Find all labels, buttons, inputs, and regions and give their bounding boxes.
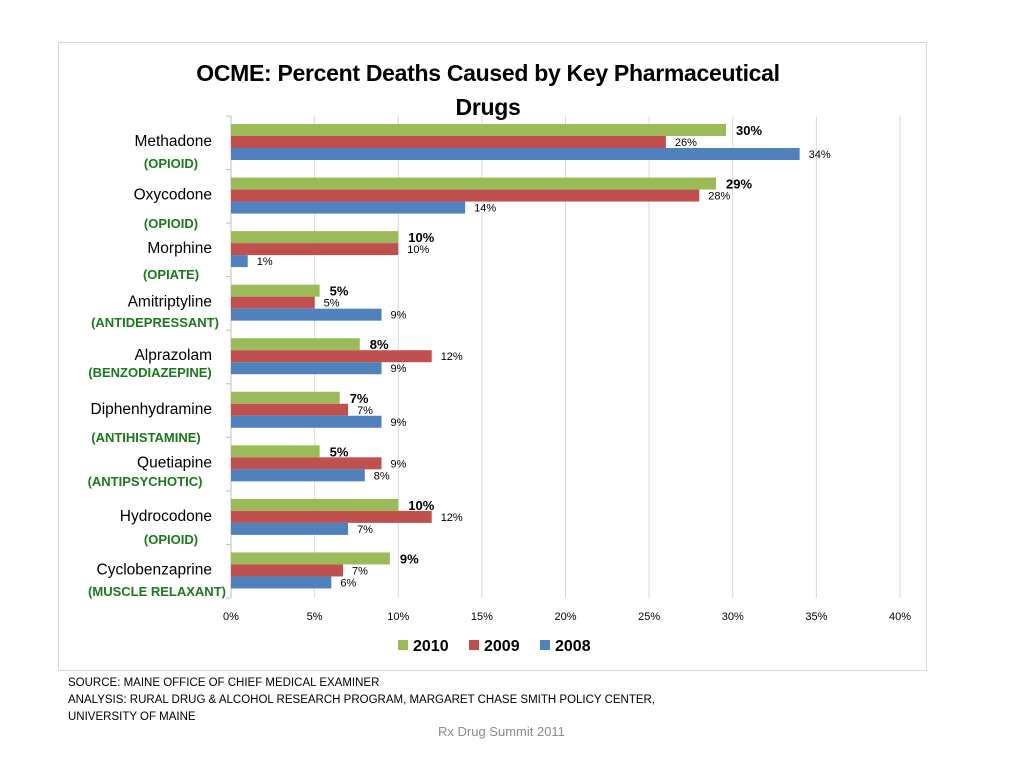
category-label: Quetiapine bbox=[137, 454, 212, 471]
bar-2010-alprazolam bbox=[231, 338, 360, 351]
category-label: Amitriptyline bbox=[128, 294, 212, 311]
drug-class-label: (OPIOID) bbox=[144, 532, 198, 547]
bar-2008-oxycodone bbox=[231, 201, 466, 214]
data-label: 9% bbox=[400, 551, 419, 566]
chart-title-line-1: OCME: Percent Deaths Caused by Key Pharm… bbox=[196, 60, 780, 86]
x-tick-label: 25% bbox=[638, 611, 660, 623]
bar-2009-morphine bbox=[231, 243, 399, 256]
source-line-1: SOURCE: MAINE OFFICE OF CHIEF MEDICAL EX… bbox=[68, 677, 380, 689]
data-label: 7% bbox=[357, 524, 373, 536]
bar-2008-morphine bbox=[231, 255, 248, 268]
bar-2010-quetiapine bbox=[231, 445, 320, 458]
drug-class-label: (OPIOID) bbox=[144, 216, 198, 231]
bar-2009-quetiapine bbox=[231, 457, 382, 470]
x-tick-label: 20% bbox=[554, 611, 576, 623]
bar-2008-cyclobenzaprine bbox=[231, 576, 332, 589]
bar-2008-quetiapine bbox=[231, 469, 365, 482]
bar-2008-hydrocodone bbox=[231, 522, 349, 535]
bar-2009-diphenhydramine bbox=[231, 403, 349, 416]
category-label: Alprazolam bbox=[134, 347, 212, 364]
x-tick-label: 30% bbox=[722, 611, 744, 623]
category-label: Oxycodone bbox=[134, 187, 212, 204]
bar-2010-oxycodone bbox=[231, 177, 717, 190]
drug-class-label: (ANTIPSYCHOTIC) bbox=[88, 474, 203, 489]
drug-class-label: (MUSCLE RELAXANT) bbox=[88, 584, 226, 599]
data-label: 30% bbox=[736, 123, 762, 138]
bar-2008-amitriptyline bbox=[231, 308, 382, 321]
category-label: Morphine bbox=[147, 240, 212, 257]
legend-label-2008: 2008 bbox=[555, 638, 591, 655]
data-label: 29% bbox=[726, 177, 752, 192]
bar-2010-hydrocodone bbox=[231, 498, 399, 511]
legend-label-2010: 2010 bbox=[413, 638, 449, 655]
data-label: 10% bbox=[407, 244, 429, 256]
bar-2008-methadone bbox=[231, 148, 800, 160]
data-label: 10% bbox=[408, 498, 434, 513]
bar-2010-amitriptyline bbox=[231, 284, 320, 297]
data-label: 28% bbox=[708, 191, 730, 203]
data-label: 26% bbox=[675, 137, 697, 149]
data-label: 14% bbox=[474, 203, 496, 215]
legend-swatch-2008 bbox=[540, 640, 550, 650]
bar-2010-methadone bbox=[231, 124, 727, 136]
bar-2008-diphenhydramine bbox=[231, 415, 382, 428]
data-label: 7% bbox=[352, 565, 368, 577]
legend-swatch-2010 bbox=[398, 640, 408, 650]
data-label: 1% bbox=[257, 256, 273, 268]
source-line-2: ANALYSIS: RURAL DRUG & ALCOHOL RESEARCH … bbox=[68, 694, 656, 706]
bar-2009-oxycodone bbox=[231, 189, 700, 202]
drug-class-label: (BENZODIAZEPINE) bbox=[88, 365, 212, 380]
data-label: 8% bbox=[374, 470, 390, 482]
bar-2008-alprazolam bbox=[231, 362, 382, 375]
data-label: 5% bbox=[330, 284, 349, 299]
bar-2010-diphenhydramine bbox=[231, 391, 340, 404]
x-tick-label: 40% bbox=[889, 611, 911, 623]
data-label: 5% bbox=[330, 444, 349, 459]
x-tick-label: 10% bbox=[387, 611, 409, 623]
x-tick-label: 35% bbox=[805, 611, 827, 623]
data-label: 9% bbox=[391, 310, 407, 322]
category-label: Methadone bbox=[134, 133, 212, 150]
x-tick-label: 5% bbox=[307, 611, 323, 623]
data-label: 9% bbox=[391, 417, 407, 429]
bar-2010-cyclobenzaprine bbox=[231, 552, 390, 565]
source-line-3: UNIVERSITY OF MAINE bbox=[68, 711, 196, 723]
category-label: Hydrocodone bbox=[120, 508, 212, 525]
data-label: 6% bbox=[340, 577, 356, 589]
data-label: 8% bbox=[370, 337, 389, 352]
category-label: Cyclobenzaprine bbox=[97, 561, 212, 578]
drug-class-label: (OPIATE) bbox=[143, 267, 199, 282]
bar-2009-hydrocodone bbox=[231, 510, 432, 523]
data-label: 5% bbox=[324, 298, 340, 310]
x-tick-label: 15% bbox=[471, 611, 493, 623]
legend-swatch-2009 bbox=[469, 640, 479, 650]
data-label: 9% bbox=[391, 363, 407, 375]
data-label: 34% bbox=[809, 149, 831, 161]
drug-class-label: (OPIOID) bbox=[144, 156, 198, 171]
bar-2009-cyclobenzaprine bbox=[231, 564, 344, 577]
slide-footer: Rx Drug Summit 2011 bbox=[438, 724, 565, 739]
data-label: 10% bbox=[408, 230, 434, 245]
bar-2009-amitriptyline bbox=[231, 296, 315, 309]
chart-title: OCME: Percent Deaths Caused by Key Pharm… bbox=[158, 56, 818, 124]
data-label: 7% bbox=[350, 391, 369, 406]
x-tick-label: 0% bbox=[223, 611, 239, 623]
chart-title-line-2: Drugs bbox=[455, 94, 521, 120]
drug-class-label: (ANTIHISTAMINE) bbox=[91, 430, 201, 445]
data-label: 12% bbox=[441, 512, 463, 524]
data-label: 12% bbox=[441, 351, 463, 363]
category-label: Diphenhydramine bbox=[91, 401, 213, 418]
drug-class-label: (ANTIDEPRESSANT) bbox=[91, 315, 219, 330]
bar-2009-methadone bbox=[231, 136, 666, 148]
bar-2010-morphine bbox=[231, 231, 399, 244]
data-label: 7% bbox=[357, 405, 373, 417]
legend-label-2009: 2009 bbox=[484, 638, 520, 655]
bar-2009-alprazolam bbox=[231, 350, 432, 363]
data-label: 9% bbox=[391, 458, 407, 470]
